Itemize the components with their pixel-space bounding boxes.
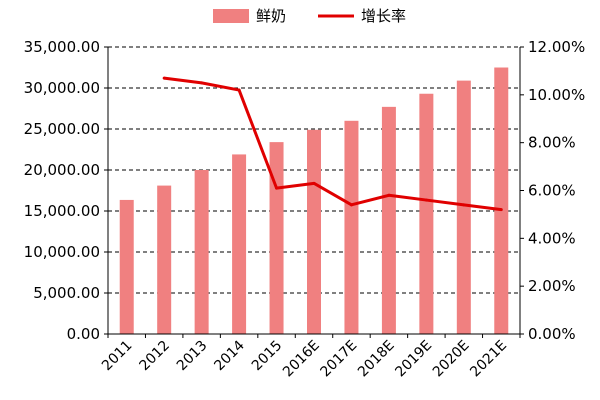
x-tick-label: 2020E: [430, 338, 473, 381]
line-point: [237, 88, 241, 92]
y-right-tick-label: 2.00%: [528, 277, 576, 295]
bar: [456, 80, 471, 335]
x-tick-label: 2018E: [355, 338, 398, 381]
x-tick-label: 2016E: [280, 338, 323, 381]
y-right-tick-label: 10.00%: [528, 86, 585, 104]
bar: [119, 199, 134, 334]
x-tick-label: 2017E: [318, 338, 361, 381]
line-series: [162, 76, 503, 212]
y-left-tick-label: 20,000.00: [24, 161, 100, 179]
x-tick-label: 2011: [99, 338, 136, 375]
bar: [419, 93, 434, 335]
y-right-tick-label: 12.00%: [528, 38, 585, 56]
line-point: [312, 181, 316, 185]
y-left-tick-label: 30,000.00: [24, 79, 100, 97]
bar: [494, 67, 509, 334]
line-point: [200, 81, 204, 85]
left-axis-ticks: 0.00 5,000.00 10,000.00 15,000.00 20,000.00 2…: [24, 38, 100, 343]
y-left-tick-label: 25,000.00: [24, 120, 100, 138]
right-axis-ticks: 0.00% 2.00% 4.00% 6.00% 8.00% 10.00% 12.00%: [528, 38, 585, 343]
x-tick-label: 2019E: [392, 338, 435, 381]
y-right-tick-label: 8.00%: [528, 134, 576, 152]
bar: [307, 129, 321, 334]
axes: [104, 46, 524, 338]
y-right-tick-label: 4.00%: [528, 229, 576, 247]
y-right-tick-label: 6.00%: [528, 182, 576, 200]
bar: [381, 106, 396, 334]
line-point: [275, 186, 279, 190]
y-left-tick-label: 5,000.00: [33, 284, 100, 302]
bar: [269, 142, 284, 334]
line-point: [387, 193, 391, 197]
bar: [232, 154, 247, 334]
line-point: [162, 76, 166, 80]
y-right-tick-label: 0.00%: [528, 325, 576, 343]
line-point: [424, 198, 428, 202]
growth-rate-line: [163, 76, 502, 212]
y-left-tick-label: 0.00: [67, 325, 100, 343]
legend-label-growth-rate: 增长率: [361, 7, 406, 25]
x-tick-label: 2013: [174, 338, 211, 375]
legend: 鲜奶 增长率: [213, 7, 406, 25]
bar: [194, 170, 209, 334]
y-left-tick-label: 35,000.00: [24, 38, 100, 56]
x-tick-label: 2012: [136, 338, 173, 375]
bar: [344, 120, 359, 334]
line-point: [499, 208, 503, 212]
legend-label-fresh-milk: 鲜奶: [256, 7, 286, 25]
bar: [157, 185, 172, 334]
legend-bar-swatch: [213, 9, 249, 23]
line-point: [349, 203, 353, 207]
line-point: [462, 203, 466, 207]
x-tick-label: 2014: [211, 337, 248, 374]
bar-series: [119, 67, 509, 335]
y-left-tick-label: 15,000.00: [24, 202, 100, 220]
y-left-tick-label: 10,000.00: [24, 243, 100, 261]
x-axis-ticks: 2011 2012 2013 2014 20152016E2017E2018E2019E…: [99, 337, 510, 380]
x-tick-label: 2021E: [467, 338, 510, 381]
